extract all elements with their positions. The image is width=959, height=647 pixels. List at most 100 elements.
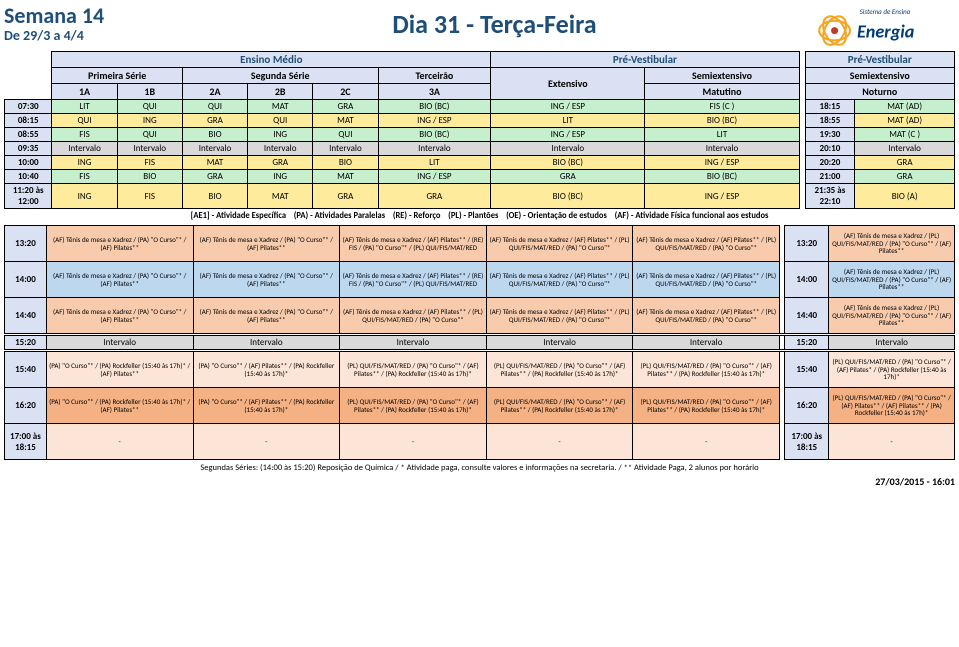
activity-cell: (AF) Tênis de mesa e Xadrez / (AF) Pilat…: [486, 298, 633, 334]
hdr-matutino: Matutino: [645, 84, 799, 100]
activity-cell: (PL) QUI/FIS/MAT/RED / (PA) "O Curso"* /…: [633, 388, 780, 424]
activity-cell: (PA) "O Curso"* / (AF) Pilates** / (PA) …: [193, 352, 340, 388]
time-cell-night: 18:15: [805, 100, 855, 114]
subject-cell-night: Intervalo: [855, 142, 955, 156]
subject-cell: Intervalo: [117, 142, 182, 156]
activity-cell: (PL) QUI/FIS/MAT/RED / (PA) "O Curso"* /…: [633, 352, 780, 388]
activity-cell: (PA) "O Curso"* / (PA) Rockfeller (15:40…: [46, 388, 193, 424]
col-3a: 3A: [378, 84, 491, 100]
hdr-extensivo: Extensivo: [491, 68, 645, 100]
table-row: 08:15QUIINGGRAQUIMATING / ESPLITBIO (BC)…: [5, 114, 955, 128]
subject-cell: GRA: [313, 100, 378, 114]
table-row: 10:00INGFISMATGRABIOLITBIO (BC)ING / ESP…: [5, 156, 955, 170]
hdr-semi-not: Semiextensivo: [805, 68, 955, 84]
activity-cell: (AF) Tênis de mesa e Xadrez / (AF) Pilat…: [633, 298, 780, 334]
subject-cell: BIO (BC): [645, 114, 799, 128]
subject-cell: ING / ESP: [378, 114, 491, 128]
subject-cell: Intervalo: [313, 142, 378, 156]
time-cell: 14:40: [5, 298, 47, 334]
subject-cell: MAT: [313, 170, 378, 184]
activity-cell: -: [46, 424, 193, 460]
subject-cell-night: GRA: [855, 170, 955, 184]
activity-cell: (AF) Tênis de mesa e Xadrez / (PA) "O Cu…: [46, 298, 193, 334]
time-cell-night: 13:20: [785, 226, 829, 262]
time-cell: 08:15: [5, 114, 52, 128]
hdr-noturno: Noturno: [805, 84, 955, 100]
subject-cell: BIO: [182, 128, 247, 142]
time-cell-night: 19:30: [805, 128, 855, 142]
subject-cell: ING / ESP: [645, 184, 799, 209]
table-row: 13:20 (AF) Tênis de mesa e Xadrez / (PA) …: [5, 226, 955, 262]
subject-cell: Intervalo: [378, 142, 491, 156]
logo: Sistema de Ensino Energia: [805, 4, 955, 49]
afternoon-table: 13:20 (AF) Tênis de mesa e Xadrez / (PA) …: [4, 225, 955, 460]
time-cell: 07:30: [5, 100, 52, 114]
time-cell-night: 15:20: [785, 336, 829, 350]
subject-cell: QUI: [182, 100, 247, 114]
subject-cell: ING: [117, 114, 182, 128]
subject-cell: FIS: [52, 170, 117, 184]
interval-cell: Intervalo: [829, 336, 955, 350]
activity-cell-night: -: [829, 424, 955, 460]
time-cell: 10:00: [5, 156, 52, 170]
legend-ae1: [AE1] - Atividade Específica: [191, 211, 287, 221]
time-cell: 16:20: [5, 388, 47, 424]
table-row: 09:35IntervaloIntervaloIntervaloInterval…: [5, 142, 955, 156]
subject-cell: BIO: [117, 170, 182, 184]
table-row: 10:40FISBIOGRAINGMATING / ESPGRABIO (BC)…: [5, 170, 955, 184]
subject-cell: FIS: [117, 156, 182, 170]
activity-cell: (AF) Tênis de mesa e Xadrez / (PA) "O Cu…: [193, 226, 340, 262]
subject-cell: ING / ESP: [645, 156, 799, 170]
activity-cell: (AF) Tênis de mesa e Xadrez / (AF) Pilat…: [633, 226, 780, 262]
hdr-segunda: Segunda Série: [182, 68, 378, 84]
subject-cell: GRA: [182, 170, 247, 184]
activity-cell: (PL) QUI/FIS/MAT/RED / (PA) "O Curso"* /…: [486, 388, 633, 424]
table-row: 08:55FISQUIBIOINGQUIBIO (BC)ING / ESPLIT…: [5, 128, 955, 142]
hdr-prevest: Pré-Vestibular: [491, 52, 799, 68]
subject-cell-night: BIO (A): [855, 184, 955, 209]
subject-cell: MAT: [248, 100, 313, 114]
subject-cell: BIO (BC): [491, 156, 645, 170]
activity-cell: (PL) QUI/FIS/MAT/RED / (PA) "O Curso"* /…: [340, 388, 487, 424]
time-cell-night: 18:55: [805, 114, 855, 128]
schedule-table: Ensino Médio Pré-Vestibular Pré-Vestibul…: [4, 51, 955, 209]
activity-cell: (AF) Tênis de mesa e Xadrez / (AF) Pilat…: [340, 226, 487, 262]
subject-cell: BIO (BC): [645, 170, 799, 184]
col-2b: 2B: [248, 84, 313, 100]
activity-cell: -: [340, 424, 487, 460]
subject-cell: FIS: [117, 184, 182, 209]
time-cell-night: 14:40: [785, 298, 829, 334]
time-cell: 14:00: [5, 262, 47, 298]
activity-cell: (AF) Tênis de mesa e Xadrez / (PA) "O Cu…: [193, 262, 340, 298]
time-cell: 08:55: [5, 128, 52, 142]
col-1a: 1A: [52, 84, 117, 100]
table-row: 14:40(AF) Tênis de mesa e Xadrez / (PA) …: [5, 298, 955, 334]
subject-cell: ING: [52, 184, 117, 209]
time-cell-night: 17:00 às 18:15: [785, 424, 829, 460]
activity-cell: (PA) "O Curso"* / (AF) Pilates** / (PA) …: [193, 388, 340, 424]
time-cell-night: 21:00: [805, 170, 855, 184]
interval-cell: Intervalo: [340, 336, 487, 350]
activity-cell: (AF) Tênis de mesa e Xadrez / (AF) Pilat…: [486, 226, 633, 262]
subject-cell: ING: [52, 156, 117, 170]
subject-cell: FIS: [52, 128, 117, 142]
time-cell: 10:40: [5, 170, 52, 184]
activity-cell: (AF) Tênis de mesa e Xadrez / (AF) Pilat…: [633, 262, 780, 298]
subject-cell: MAT: [248, 184, 313, 209]
activity-cell: (PA) "O Curso"* / (PA) Rockfeller (15:40…: [46, 352, 193, 388]
activity-cell: (AF) Tênis de mesa e Xadrez / (PA) "O Cu…: [46, 262, 193, 298]
subject-cell: Intervalo: [248, 142, 313, 156]
subject-cell: GRA: [182, 114, 247, 128]
svg-text:Sistema de Ensino: Sistema de Ensino: [860, 7, 911, 16]
week-label: Semana 14: [4, 4, 184, 28]
subject-cell: GRA: [248, 156, 313, 170]
activity-cell: -: [193, 424, 340, 460]
subject-cell: Intervalo: [52, 142, 117, 156]
time-cell-night: 21:35 às 22:10: [805, 184, 855, 209]
legend-row: [AE1] - Atividade Específica (PA) - Ativ…: [4, 209, 955, 223]
legend-af: (AF) - Atividade Física funcional aos es…: [615, 211, 769, 221]
subject-cell: BIO (BC): [378, 100, 491, 114]
table-row: 15:40(PA) "O Curso"* / (PA) Rockfeller (…: [5, 352, 955, 388]
subject-cell-night: MAT (AD): [855, 114, 955, 128]
interval-cell: Intervalo: [486, 336, 633, 350]
